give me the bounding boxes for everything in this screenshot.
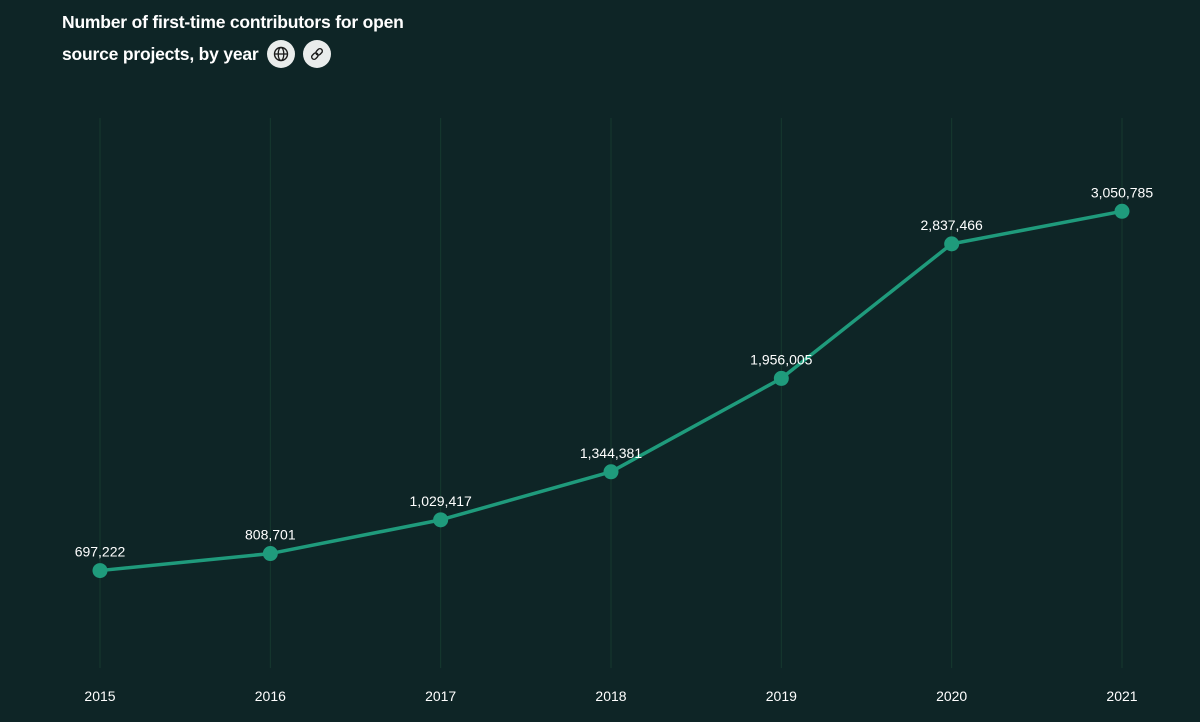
data-label-2018: 1,344,381 [580,445,642,461]
data-points [92,203,1130,579]
data-labels: 697,222 808,701 1,029,417 1,344,381 1,956,00… [75,184,1154,559]
data-label-2016: 808,701 [245,527,296,543]
data-point-2016 [262,546,278,562]
x-tick-label-2020: 2020 [936,688,967,704]
data-label-2017: 1,029,417 [410,493,472,509]
chart-title-line-2: source projects, by year [62,44,259,64]
data-point-2019 [773,370,789,386]
data-label-2015: 697,222 [75,544,126,560]
x-tick-label-2017: 2017 [425,688,456,704]
data-label-2021: 3,050,785 [1091,184,1153,200]
data-point-2021 [1114,203,1130,219]
link-icon[interactable] [302,40,331,68]
chart-title-line-1: Number of first-time contributors for op… [62,12,404,32]
x-tick-label-2015: 2015 [84,688,115,704]
x-tick-label-2021: 2021 [1106,688,1137,704]
vertical-gridlines [99,118,1123,668]
data-point-2015 [92,563,108,579]
x-tick-label-2016: 2016 [255,688,286,704]
globe-icon[interactable] [266,40,295,68]
x-tick-label-2018: 2018 [595,688,626,704]
x-tick-label-2019: 2019 [766,688,797,704]
x-axis-tick-labels: 2015 2016 2017 2018 2019 2020 2021 [84,688,1137,704]
data-point-2017 [433,512,449,528]
chart-title-block: Number of first-time contributors for op… [62,6,482,70]
data-point-2018 [603,464,619,480]
data-label-2019: 1,956,005 [750,351,812,367]
data-point-2020 [944,236,960,252]
chart-title-row-2: source projects, by year [62,38,482,70]
data-label-2020: 2,837,466 [921,217,983,233]
